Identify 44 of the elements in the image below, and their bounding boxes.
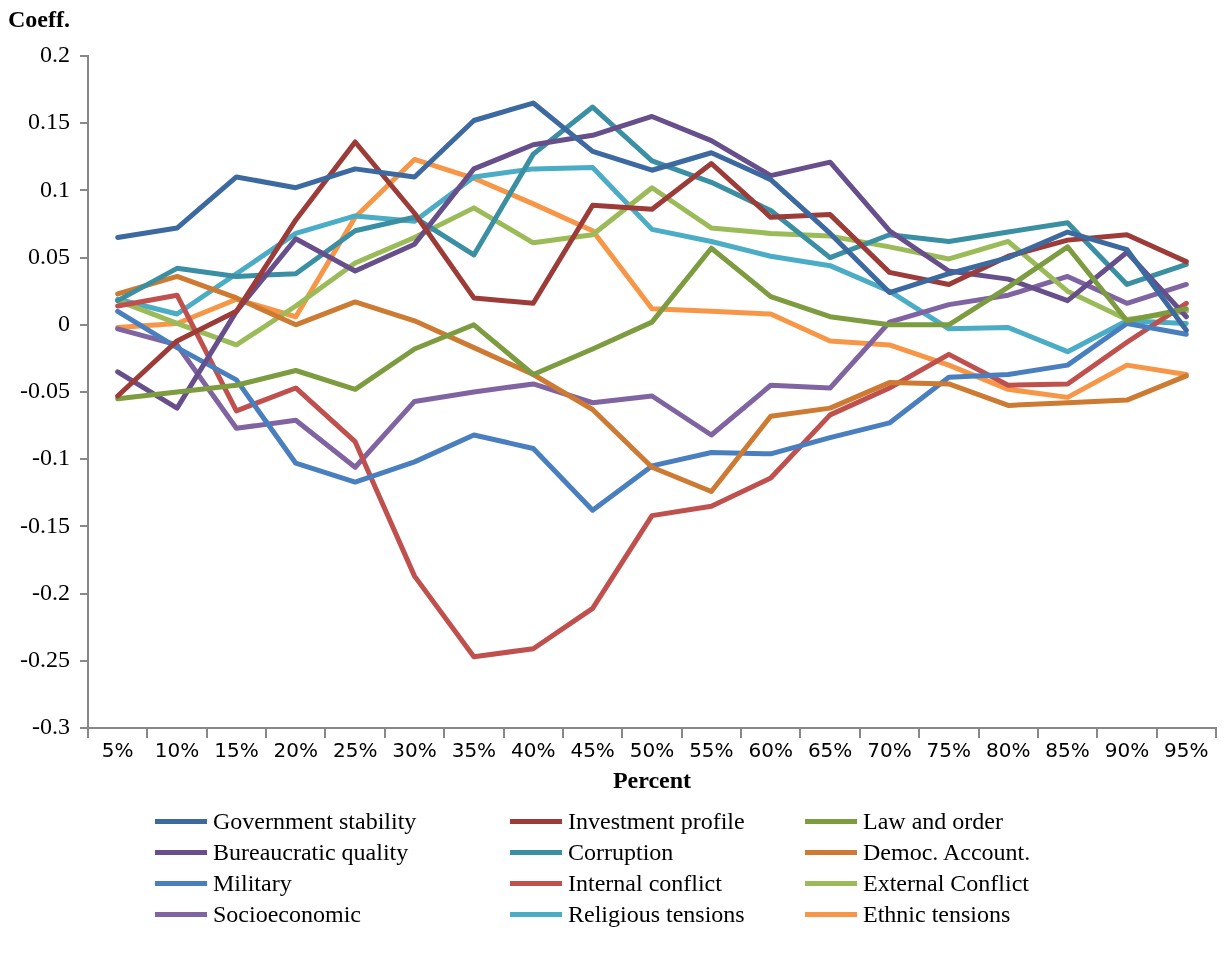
y-tick-label: 0.2 bbox=[39, 41, 70, 68]
x-tick-label: 10% bbox=[154, 738, 200, 763]
legend-label: Investment profile bbox=[568, 808, 745, 835]
x-tick-label: 65% bbox=[807, 738, 853, 763]
x-tick-label: 45% bbox=[570, 738, 615, 763]
legend-label: Corruption bbox=[568, 839, 674, 866]
y-tick-label: -0.1 bbox=[31, 444, 70, 471]
legend-label: Law and order bbox=[863, 808, 1003, 835]
legend-label: Internal conflict bbox=[568, 870, 722, 897]
y-tick-label: -0.3 bbox=[31, 713, 70, 740]
x-tick-label: 20% bbox=[273, 738, 319, 763]
x-tick-label: 25% bbox=[332, 738, 378, 763]
x-tick-label: 35% bbox=[451, 738, 497, 763]
y-tick-label: -0.2 bbox=[31, 578, 70, 605]
x-tick-label: 95% bbox=[1164, 738, 1209, 763]
y-tick-label: -0.15 bbox=[19, 511, 70, 538]
y-tick-label: 0.05 bbox=[27, 242, 70, 269]
legend-label: Democ. Account. bbox=[863, 839, 1031, 866]
y-tick-label: 0.1 bbox=[39, 175, 70, 202]
legend-label: Government stability bbox=[213, 808, 417, 835]
y-tick-label: 0 bbox=[57, 310, 70, 337]
y-tick-label: -0.05 bbox=[19, 377, 70, 404]
legend-label: Bureaucratic quality bbox=[213, 839, 409, 866]
x-tick-label: 70% bbox=[867, 738, 912, 763]
y-axis-title: Coeff. bbox=[8, 6, 70, 33]
x-tick-label: 5% bbox=[101, 738, 134, 763]
y-tick-label: 0.15 bbox=[27, 108, 70, 135]
x-tick-label: 50% bbox=[629, 738, 675, 763]
x-tick-label: 30% bbox=[392, 738, 437, 763]
x-tick-label: 85% bbox=[1045, 738, 1090, 763]
x-tick-label: 80% bbox=[985, 738, 1031, 763]
legend-label: Religious tensions bbox=[568, 901, 745, 928]
x-tick-label: 75% bbox=[926, 738, 972, 763]
x-tick-label: 40% bbox=[511, 738, 556, 763]
x-tick-label: 15% bbox=[214, 738, 259, 763]
legend-label: External Conflict bbox=[863, 870, 1029, 897]
x-tick-label: 55% bbox=[689, 738, 734, 763]
legend-label: Military bbox=[213, 870, 292, 897]
x-tick-label: 90% bbox=[1104, 738, 1150, 763]
x-axis-title: Percent bbox=[612, 767, 692, 794]
legend-label: Ethnic tensions bbox=[863, 901, 1011, 928]
x-tick-label: 60% bbox=[748, 738, 793, 763]
legend-label: Socioeconomic bbox=[213, 901, 361, 928]
y-tick-label: -0.25 bbox=[19, 646, 70, 673]
